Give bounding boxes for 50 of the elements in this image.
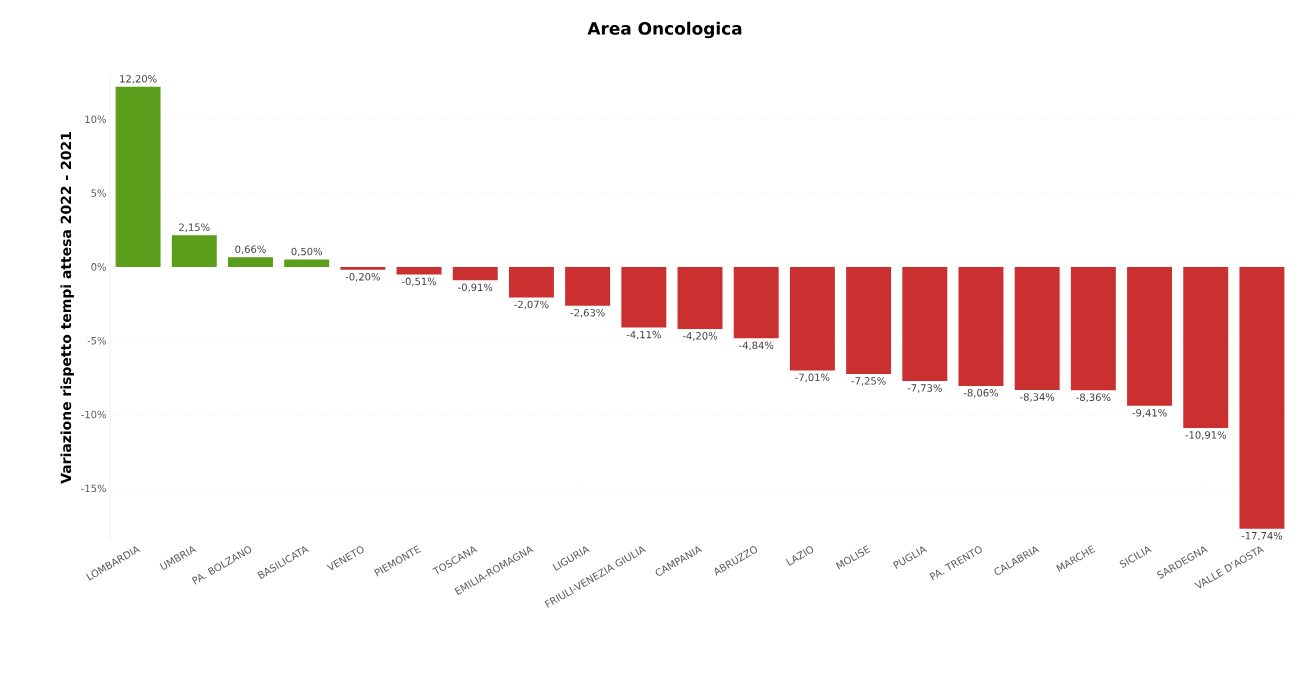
chart-title: Area Oncologica	[587, 21, 742, 39]
data-label: -7,01%	[795, 373, 830, 383]
bar	[846, 266, 892, 374]
bar	[789, 266, 835, 371]
bar	[565, 266, 611, 306]
bar	[452, 266, 498, 281]
bar	[1127, 266, 1173, 406]
data-label: -7,25%	[851, 377, 886, 386]
bar	[1070, 266, 1116, 391]
bar	[1239, 266, 1285, 529]
y-tick-label: -10%	[81, 410, 106, 419]
data-label: -0,91%	[458, 283, 493, 293]
bar	[171, 235, 217, 267]
bar	[508, 266, 554, 298]
bar	[621, 266, 667, 328]
data-label: -8,06%	[963, 389, 999, 398]
y-tick-label: 5%	[91, 189, 106, 197]
bar	[677, 266, 723, 329]
data-label: -7,73%	[907, 384, 942, 393]
bar	[958, 266, 1004, 386]
data-label: -4,20%	[682, 332, 718, 341]
data-label: -10,91%	[1185, 431, 1226, 440]
data-label: 12,20%	[120, 75, 157, 84]
bar	[1183, 266, 1229, 428]
y-tick-label: 10%	[85, 115, 106, 124]
y-tick-label: -5%	[87, 336, 106, 345]
data-label: -4,84%	[739, 341, 774, 351]
data-label: -9,41%	[1132, 408, 1167, 418]
bar	[340, 266, 386, 270]
bar	[284, 259, 330, 267]
bar	[228, 257, 273, 267]
data-label: -8,36%	[1076, 393, 1111, 403]
data-label: -4,11%	[626, 330, 661, 340]
y-tick-label: -15%	[81, 484, 106, 493]
data-label: 0,66%	[235, 245, 266, 254]
bar	[396, 266, 442, 275]
bar	[1014, 266, 1060, 391]
data-label: 0,50%	[291, 247, 322, 257]
data-label: -0,20%	[345, 273, 380, 282]
y-tick-label: 0%	[91, 263, 106, 271]
bar	[902, 266, 948, 382]
bar	[115, 86, 161, 267]
data-label: -17,74%	[1241, 531, 1283, 541]
data-label: -0,51%	[401, 277, 437, 287]
data-label: -2,07%	[514, 300, 549, 310]
data-label: 2,15%	[179, 223, 210, 232]
y-axis-title: Variazione rispetto tempi attesa 2022 - 2021	[60, 132, 74, 484]
data-label: -8,34%	[1020, 393, 1055, 402]
data-label: -2,63%	[570, 308, 605, 318]
bar	[733, 266, 779, 339]
